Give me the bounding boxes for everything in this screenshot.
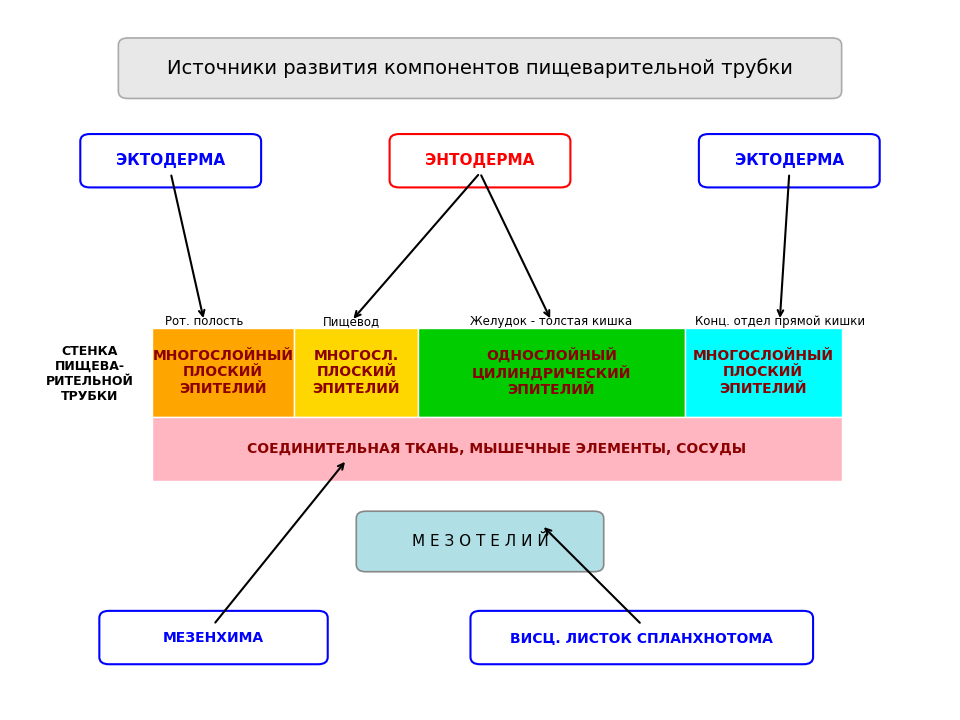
FancyBboxPatch shape (295, 328, 419, 417)
Text: Рот. полость: Рот. полость (165, 315, 243, 328)
FancyBboxPatch shape (419, 328, 684, 417)
FancyBboxPatch shape (699, 134, 879, 187)
Text: МНОГОСЛ.
ПЛОСКИЙ
ЭПИТЕЛИЙ: МНОГОСЛ. ПЛОСКИЙ ЭПИТЕЛИЙ (313, 349, 400, 396)
Text: Источники развития компонентов пищеварительной трубки: Источники развития компонентов пищеварит… (167, 58, 793, 78)
Text: МНОГОСЛОЙНЫЙ
ПЛОСКИЙ
ЭПИТЕЛИЙ: МНОГОСЛОЙНЫЙ ПЛОСКИЙ ЭПИТЕЛИЙ (153, 349, 294, 396)
Text: Пищевод: Пищевод (323, 315, 380, 328)
Text: ЭНТОДЕРМА: ЭНТОДЕРМА (425, 153, 535, 168)
Text: М Е З О Т Е Л И Й: М Е З О Т Е Л И Й (412, 534, 548, 549)
FancyBboxPatch shape (470, 611, 813, 665)
Text: Конц. отдел прямой кишки: Конц. отдел прямой кишки (695, 315, 865, 328)
Text: МЕЗЕНХИМА: МЕЗЕНХИМА (163, 631, 264, 644)
FancyBboxPatch shape (152, 328, 295, 417)
FancyBboxPatch shape (152, 417, 842, 481)
Text: ОДНОСЛОЙНЫЙ
ЦИЛИНДРИЧЕСКИЙ
ЭПИТЕЛИЙ: ОДНОСЛОЙНЫЙ ЦИЛИНДРИЧЕСКИЙ ЭПИТЕЛИЙ (471, 348, 631, 397)
FancyBboxPatch shape (81, 134, 261, 187)
FancyBboxPatch shape (356, 511, 604, 572)
FancyBboxPatch shape (99, 611, 327, 665)
Text: Желудок - толстая кишка: Желудок - толстая кишка (470, 315, 633, 328)
Text: ВИСЦ. ЛИСТОК СПЛАНХНОТОМА: ВИСЦ. ЛИСТОК СПЛАНХНОТОМА (511, 631, 773, 644)
Text: ЭКТОДЕРМА: ЭКТОДЕРМА (734, 153, 844, 168)
FancyBboxPatch shape (684, 328, 842, 417)
FancyBboxPatch shape (118, 38, 842, 99)
Text: ЭКТОДЕРМА: ЭКТОДЕРМА (116, 153, 226, 168)
Text: МНОГОСЛОЙНЫЙ
ПЛОСКИЙ
ЭПИТЕЛИЙ: МНОГОСЛОЙНЫЙ ПЛОСКИЙ ЭПИТЕЛИЙ (692, 349, 833, 396)
Text: СТЕНКА
ПИЩЕВА-
РИТЕЛЬНОЙ
ТРУБКИ: СТЕНКА ПИЩЕВА- РИТЕЛЬНОЙ ТРУБКИ (46, 345, 133, 403)
FancyBboxPatch shape (390, 134, 570, 187)
Text: СОЕДИНИТЕЛЬНАЯ ТКАНЬ, МЫШЕЧНЫЕ ЭЛЕМЕНТЫ, СОСУДЫ: СОЕДИНИТЕЛЬНАЯ ТКАНЬ, МЫШЕЧНЫЕ ЭЛЕМЕНТЫ,… (247, 442, 746, 456)
